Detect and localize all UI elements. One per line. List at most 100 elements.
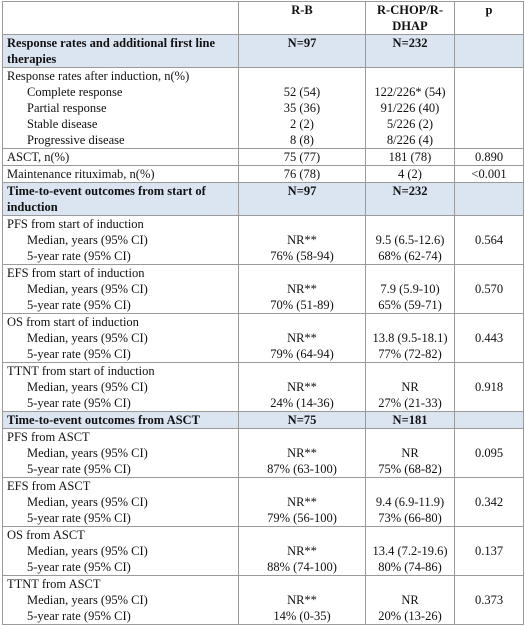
data-row: PFS from ASCT Median, years (95% CI) 5-yea… (2, 428, 524, 478)
p-value: 0.570 (454, 264, 524, 314)
p-value: 0.443 (454, 313, 524, 363)
row-label: Maintenance rituximab, n(%) (2, 165, 239, 183)
item-label: Median, years (95% CI) (27, 380, 148, 394)
item-label: Partial response (27, 101, 107, 115)
section-n: N=75 (238, 411, 366, 429)
header-cell: R-B (238, 1, 366, 35)
item-value: 79% (56-100) (267, 511, 337, 525)
item-label: 5-year rate (95% CI) (27, 298, 131, 312)
spacer (243, 429, 361, 445)
p-value: 0.890 (454, 148, 524, 166)
spacer (243, 527, 361, 543)
item-label: Median, years (95% CI) (27, 446, 148, 460)
section-title: Time-to-event outcomes from ASCT (2, 411, 239, 429)
spacer (243, 478, 361, 494)
value-cell: 4 (2) (365, 165, 455, 183)
row-label: ASCT, n(%) (2, 148, 239, 166)
value-cell: NR** 79% (64-94) (238, 313, 366, 363)
item-value: NR** (287, 282, 317, 296)
spacer (370, 478, 450, 494)
p-value: 0.373 (454, 575, 524, 625)
item-label: Median, years (95% CI) (27, 233, 148, 247)
item-value: 7.9 (5.9-10) (380, 282, 440, 296)
empty-cell (454, 411, 524, 429)
empty-cell (454, 182, 524, 216)
spacer (370, 363, 450, 379)
item-value: NR** (287, 593, 317, 607)
value-cell: NR** 70% (51-89) (238, 264, 366, 314)
data-row: EFS from ASCT Median, years (95% CI) 5-yea… (2, 477, 524, 527)
data-row: PFS from start of induction Median, years… (2, 215, 524, 265)
section-n: N=97 (238, 182, 366, 216)
item-label: 5-year rate (95% CI) (27, 249, 131, 263)
item-label: Median, years (95% CI) (27, 544, 148, 558)
row-label-cell: OS from ASCT Median, years (95% CI) 5-year… (2, 526, 239, 576)
value-cell: NR** 87% (63-100) (238, 428, 366, 478)
data-row: TTNT from start of induction Median, year… (2, 362, 524, 412)
value-cell: NR 27% (21-33) (365, 362, 455, 412)
spacer (370, 68, 450, 84)
item-value: 5/226 (2) (386, 117, 434, 131)
item-value: 77% (72-82) (378, 347, 442, 361)
row-label-cell: TTNT from start of induction Median, year… (2, 362, 239, 412)
row-label-cell: TTNT from ASCT Median, years (95% CI) 5-ye… (2, 575, 239, 625)
item-value: 122/226* (54) (374, 85, 446, 99)
item-value: 80% (74-86) (378, 560, 442, 574)
data-row: ASCT, n(%) 75 (77) 181 (78) 0.890 (2, 148, 524, 166)
value-cell: NR** 79% (56-100) (238, 477, 366, 527)
value-cell: NR** 14% (0-35) (238, 575, 366, 625)
p-value: 0.342 (454, 477, 524, 527)
item-value: NR** (287, 233, 317, 247)
item-label: Median, years (95% CI) (27, 495, 148, 509)
item-value: NR (401, 446, 419, 460)
item-value: NR** (287, 495, 317, 509)
item-label: Median, years (95% CI) (27, 593, 148, 607)
value-cell: 13.8 (9.5-18.1) 77% (72-82) (365, 313, 455, 363)
item-value: 14% (0-35) (273, 609, 331, 623)
item-value: 52 (54) (283, 85, 321, 99)
spacer (370, 265, 450, 281)
spacer (370, 429, 450, 445)
empty-cell (454, 67, 524, 149)
row-label-cell: EFS from start of induction Median, years… (2, 264, 239, 314)
p-value: 0.918 (454, 362, 524, 412)
section-title: Response rates and additional first line… (2, 34, 239, 68)
item-label: 5-year rate (95% CI) (27, 511, 131, 525)
value-cell: 13.4 (7.2-19.6) 80% (74-86) (365, 526, 455, 576)
item-value: 13.4 (7.2-19.6) (372, 544, 448, 558)
value-cell: NR 75% (68-82) (365, 428, 455, 478)
item-value: 35 (36) (283, 101, 321, 115)
value-cell: 9.5 (6.5-12.6) 68% (62-74) (365, 215, 455, 265)
row-label-cell: OS from start of induction Median, years … (2, 313, 239, 363)
data-row: OS from start of induction Median, years … (2, 313, 524, 363)
item-value: 70% (51-89) (270, 298, 334, 312)
item-value: NR** (287, 380, 317, 394)
item-value: 9.4 (6.9-11.9) (375, 495, 445, 509)
item-value: 20% (13-26) (378, 609, 442, 623)
spacer (243, 216, 361, 232)
item-value: NR** (287, 446, 317, 460)
spacer (243, 68, 361, 84)
row-label: OS from ASCT (7, 528, 85, 542)
spacer (243, 265, 361, 281)
item-value: 13.8 (9.5-18.1) (372, 331, 448, 345)
section-row: Time-to-event outcomes from start of ind… (2, 182, 524, 216)
data-row: OS from ASCT Median, years (95% CI) 5-year… (2, 526, 524, 576)
row-label: OS from start of induction (7, 315, 139, 329)
item-value: 8/226 (4) (386, 133, 434, 147)
item-value: 91/226 (40) (380, 101, 440, 115)
item-label: Stable disease (27, 117, 98, 131)
empty-cell (454, 34, 524, 68)
spacer (243, 314, 361, 330)
value-cell: NR 20% (13-26) (365, 575, 455, 625)
item-value: 76% (58-94) (270, 249, 334, 263)
row-label-cell: EFS from ASCT Median, years (95% CI) 5-yea… (2, 477, 239, 527)
item-value: 75% (68-82) (378, 462, 442, 476)
item-label: Progressive disease (27, 133, 125, 147)
value-cell: 75 (77) (238, 148, 366, 166)
data-row: Response rates after induction, n(%) Comp… (2, 67, 524, 149)
item-label: 5-year rate (95% CI) (27, 609, 131, 623)
header-cell: R-CHOP/R-DHAP (365, 1, 455, 35)
spacer (370, 576, 450, 592)
row-label-cell: PFS from ASCT Median, years (95% CI) 5-yea… (2, 428, 239, 478)
